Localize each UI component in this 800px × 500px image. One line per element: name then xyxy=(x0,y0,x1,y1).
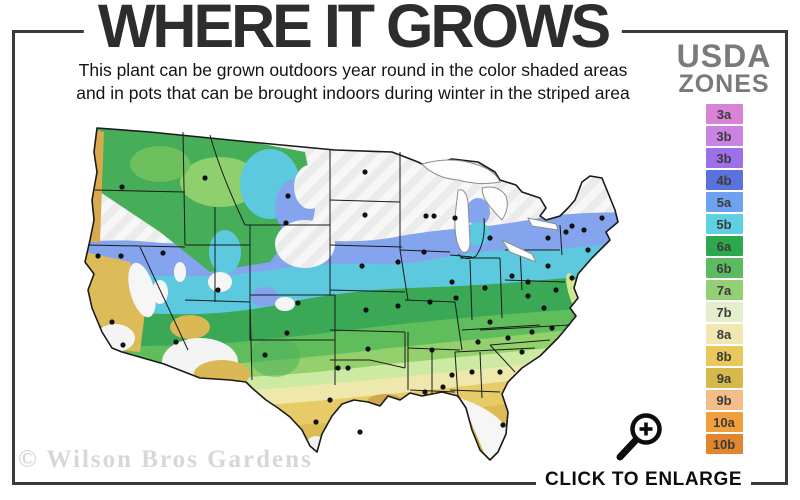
zone-swatch-5b: 5b xyxy=(705,214,743,234)
legend-title: USDA xyxy=(676,38,772,74)
zone-swatch-7b: 7b xyxy=(705,302,743,322)
zone-legend: 3a 3b 3b 4b 5a 5b 6a 6b 7a 7b 8a 8b 9a 9b 10a 10b xyxy=(662,104,786,454)
page-title: WHERE IT GROWS xyxy=(83,0,623,58)
state-borders xyxy=(87,131,571,399)
zone-swatch-5a: 5a xyxy=(705,192,743,212)
usda-zones-legend: USDA ZONES 3a 3b 3b 4b 5a 5b 6a 6b 7a 7b 8a 8b 9a 9b 1… xyxy=(662,40,786,454)
us-outline xyxy=(84,127,619,461)
zone-swatch-7a: 7a xyxy=(705,280,743,300)
zone-swatch-3b: 3b xyxy=(705,126,743,146)
great-lakes xyxy=(421,159,559,263)
subtitle-line-2: and in pots that can be brought indoors … xyxy=(76,83,630,104)
legend-subtitle: ZONES xyxy=(678,70,770,98)
western-terrain xyxy=(85,128,584,460)
zone-swatch-10b: 10b xyxy=(705,434,743,454)
subtitle-line-1: This plant can be grown outdoors year ro… xyxy=(78,60,628,80)
magnifier-zoom-icon[interactable] xyxy=(610,408,668,464)
us-hardiness-zone-map[interactable] xyxy=(70,112,665,474)
zone-swatch-4b: 4b xyxy=(705,170,743,190)
city-dots xyxy=(95,169,605,435)
subtitle: This plant can be grown outdoors year ro… xyxy=(33,59,673,105)
zone-swatch-3b: 3b xyxy=(705,148,743,168)
zone-swatch-9b: 9b xyxy=(705,390,743,410)
zone-swatch-6a: 6a xyxy=(705,236,743,256)
zone-swatch-3a: 3a xyxy=(705,104,743,124)
click-to-enlarge-button[interactable]: CLICK TO ENLARGE xyxy=(536,467,752,493)
zone-swatch-6b: 6b xyxy=(705,258,743,278)
zone-swatch-8a: 8a xyxy=(705,324,743,344)
watermark: © Wilson Bros Gardens xyxy=(18,446,313,473)
zone-swatch-10a: 10a xyxy=(705,412,743,432)
zone-bands xyxy=(85,212,618,460)
zone-swatch-8b: 8b xyxy=(705,346,743,366)
zone-swatch-9a: 9a xyxy=(705,368,743,388)
